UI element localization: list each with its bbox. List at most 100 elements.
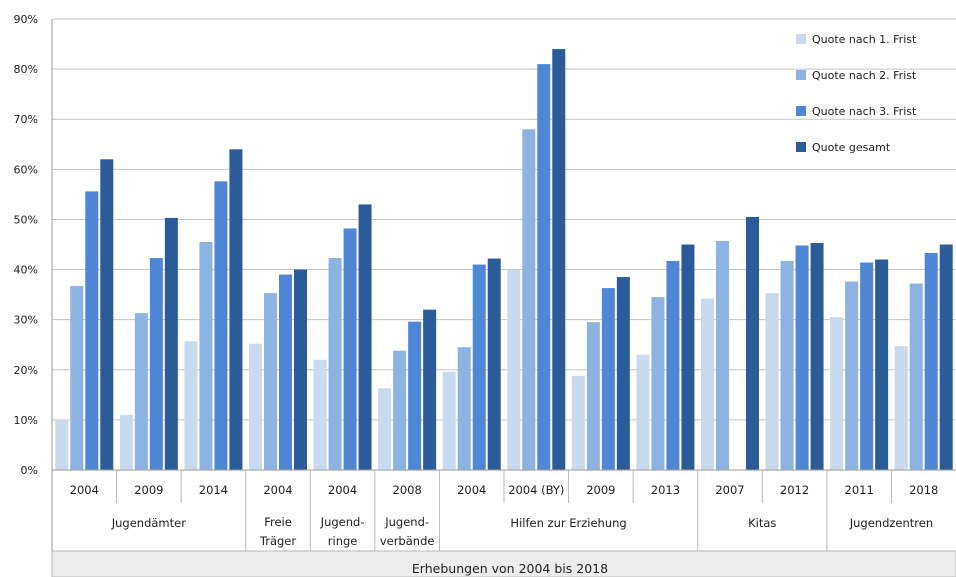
x-axis-title: Erhebungen von 2004 bis 2018 xyxy=(412,561,608,576)
bar xyxy=(616,277,630,470)
x-tick-label: 2007 xyxy=(715,483,744,497)
bar xyxy=(636,354,650,470)
group-label: verbände xyxy=(380,534,435,548)
group-label: Jugend- xyxy=(320,515,365,529)
bar xyxy=(294,269,307,470)
bar xyxy=(358,204,372,470)
y-tick-label: 30% xyxy=(14,314,38,327)
x-axis: 2004 2009 2014 2004 2004 2008 2004 2004 (BY) 200… xyxy=(52,469,956,551)
bar xyxy=(909,283,923,470)
bar xyxy=(378,388,392,470)
x-axis-title-band xyxy=(51,550,956,577)
bar xyxy=(537,64,551,470)
bar xyxy=(149,258,163,470)
y-tick-label: 60% xyxy=(14,163,38,176)
x-tick-label: 2004 xyxy=(328,483,357,497)
bar xyxy=(249,343,262,470)
group-label: Träger xyxy=(259,534,296,548)
x-tick-label: 2013 xyxy=(651,483,680,497)
legend-label: Quote gesamt xyxy=(812,141,891,154)
bar xyxy=(701,298,714,470)
bar xyxy=(457,347,471,470)
x-tick-label: 2004 xyxy=(70,483,99,497)
legend-label: Quote nach 3. Frist xyxy=(812,105,917,118)
bar xyxy=(119,414,133,470)
bar xyxy=(393,350,407,470)
bar xyxy=(746,216,759,470)
bar xyxy=(651,297,665,470)
bar xyxy=(229,149,243,471)
legend-swatch xyxy=(796,106,806,116)
bar xyxy=(343,228,357,470)
group-label: Jugend- xyxy=(384,515,429,529)
bar xyxy=(780,261,794,470)
y-axis-ticks: 0% 10% 20% 30% 40% 50% 60% 70% 80% 90% xyxy=(14,13,38,477)
group-label: Jugendämter xyxy=(111,516,186,530)
bar xyxy=(601,288,615,470)
x-tick-label: 2004 xyxy=(263,483,292,497)
bar xyxy=(875,259,889,470)
x-tick-label: 2009 xyxy=(134,483,163,497)
bar xyxy=(522,129,536,470)
bar xyxy=(765,293,779,470)
bar xyxy=(199,241,213,470)
bar xyxy=(830,317,844,470)
x-tick-label: 2011 xyxy=(845,483,874,497)
y-tick-label: 80% xyxy=(14,63,38,76)
bar xyxy=(279,274,292,470)
bar xyxy=(939,244,953,470)
x-tick-label: 2014 xyxy=(199,483,228,497)
bars xyxy=(55,49,953,471)
legend-label: Quote nach 2. Frist xyxy=(812,69,917,82)
bar xyxy=(571,375,585,470)
bar xyxy=(487,258,501,470)
bar xyxy=(184,341,198,470)
bar xyxy=(507,269,521,470)
x-tick-label: 2012 xyxy=(780,483,809,497)
bar xyxy=(795,245,809,470)
y-tick-label: 0% xyxy=(21,464,38,477)
legend-swatch xyxy=(796,142,806,152)
x-tick-label: 2004 (BY) xyxy=(508,483,564,497)
bar xyxy=(716,240,729,470)
bar xyxy=(423,309,437,470)
bar xyxy=(214,181,228,471)
y-tick-label: 70% xyxy=(14,113,38,126)
bar xyxy=(442,371,456,470)
bar xyxy=(810,242,824,470)
bar xyxy=(586,322,600,470)
bar xyxy=(55,419,69,470)
x-axis-footer: Erhebungen von 2004 bis 2018 xyxy=(51,550,956,577)
bar xyxy=(264,293,277,470)
bar xyxy=(164,217,178,470)
bar xyxy=(845,281,859,470)
bar xyxy=(134,313,148,470)
y-tick-label: 40% xyxy=(14,264,38,277)
legend-swatch xyxy=(796,34,806,44)
bar xyxy=(472,264,486,470)
bar xyxy=(666,261,680,470)
bar xyxy=(408,321,422,470)
bar xyxy=(85,191,99,471)
x-tick-label: 2018 xyxy=(909,483,938,497)
y-tick-label: 10% xyxy=(14,414,38,427)
bar xyxy=(924,253,938,470)
y-tick-label: 20% xyxy=(14,364,38,377)
bar xyxy=(681,244,695,470)
group-label: Kitas xyxy=(748,516,776,530)
x-tick-label: 2004 xyxy=(457,483,486,497)
x-tick-label: 2009 xyxy=(586,483,615,497)
bar xyxy=(328,258,342,470)
group-label: ringe xyxy=(328,534,358,548)
group-label: Jugendzentren xyxy=(849,516,933,530)
legend-swatch xyxy=(796,70,806,80)
bar xyxy=(552,49,566,471)
group-label: Hilfen zur Erziehung xyxy=(510,516,626,530)
bar xyxy=(313,359,327,470)
y-tick-label: 90% xyxy=(14,13,38,26)
bar xyxy=(70,286,84,470)
bar xyxy=(860,262,874,470)
legend-label: Quote nach 1. Frist xyxy=(812,33,917,46)
group-label: Freie xyxy=(264,515,292,529)
